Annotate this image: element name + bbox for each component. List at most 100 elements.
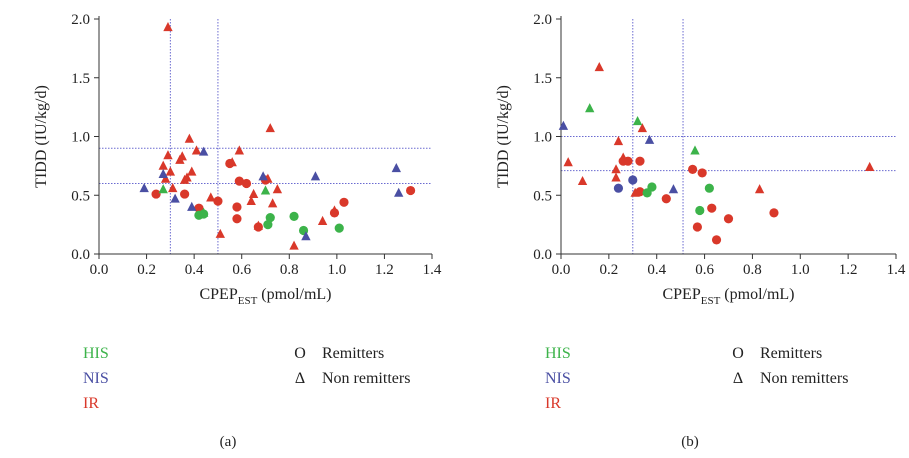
point-ir-non-remitter xyxy=(577,175,588,186)
point-ir-non-remitter xyxy=(272,184,283,194)
legend: HIS NIS IR O Remitters Δ Non remitters xyxy=(83,345,410,412)
point-ir-remitter xyxy=(405,185,416,196)
point-ir-remitter xyxy=(769,208,779,218)
point-ir-non-remitter xyxy=(234,145,245,155)
panel-b: 0.0 0.2 0.4 0.6 0.8 1.0 1.2 1.4 0.0 0.5 1.0 1.5 2.0 T… xyxy=(495,12,906,450)
y-tick-label: 1.0 xyxy=(71,130,90,146)
point-ir-non-remitter xyxy=(168,183,178,193)
point-ir-non-remitter xyxy=(177,151,187,161)
point-nis-non-remitter xyxy=(139,183,149,193)
point-ir-non-remitter xyxy=(248,188,259,198)
legend-group-nis: NIS xyxy=(83,370,109,387)
legend-marker-label: Non remitters xyxy=(322,370,410,387)
point-ir-remitter xyxy=(711,235,722,245)
point-his-non-remitter xyxy=(585,103,595,113)
point-ir-non-remitter xyxy=(227,157,237,167)
point-ir-non-remitter xyxy=(754,184,765,194)
point-his-non-remitter xyxy=(198,207,209,217)
x-tick-label: 0.2 xyxy=(599,262,618,278)
point-nis-non-remitter xyxy=(394,187,404,197)
y-tick-label: 1.5 xyxy=(533,71,552,87)
y-tick-label: 2.0 xyxy=(71,12,90,28)
y-tick-label: 0.0 xyxy=(71,247,90,263)
point-his-remitter xyxy=(265,212,275,223)
point-ir-non-remitter xyxy=(630,187,640,197)
point-ir-non-remitter xyxy=(158,160,168,170)
x-tick-label: 0.0 xyxy=(90,262,109,278)
legend-marker-symbol: O xyxy=(732,345,744,362)
legend-marker-label: Remitters xyxy=(322,345,384,362)
point-ir-non-remitter xyxy=(611,172,621,182)
y-tick-label: 2.0 xyxy=(533,12,552,28)
point-nis-non-remitter xyxy=(668,184,679,194)
legend-group-ir: IR xyxy=(545,395,561,412)
point-ir-non-remitter xyxy=(637,123,648,133)
x-axis-label-unit: (pmol/mL) xyxy=(720,286,794,303)
point-ir-non-remitter xyxy=(265,123,275,133)
point-nis-remitter xyxy=(613,183,624,193)
point-ir-non-remitter xyxy=(165,166,176,176)
point-ir-non-remitter xyxy=(160,173,171,183)
point-nis-non-remitter xyxy=(310,171,321,181)
point-nis-non-remitter xyxy=(170,193,180,203)
legend-marker-symbol: Δ xyxy=(733,370,743,387)
x-tick-label: 1.2 xyxy=(375,262,394,278)
panel-a: 0.0 0.2 0.4 0.6 0.8 1.0 1.2 1.4 0.0 0.5 1.0 1.5 2.0 T… xyxy=(33,12,442,450)
panel-label: (a) xyxy=(220,434,237,450)
y-tick-label: 0.5 xyxy=(533,188,552,204)
point-ir-remitter xyxy=(180,189,190,199)
point-ir-non-remitter xyxy=(611,164,621,174)
point-ir-non-remitter xyxy=(191,145,202,155)
y-tick-label: 0.0 xyxy=(533,247,552,263)
point-ir-non-remitter xyxy=(215,228,225,238)
legend-marker-label: Remitters xyxy=(760,345,822,362)
x-tick-label: 0.4 xyxy=(647,262,666,278)
x-axis-label-main: CPEP xyxy=(199,286,237,303)
point-his-non-remitter xyxy=(260,185,271,195)
point-ir-remitter xyxy=(151,189,161,199)
point-ir-non-remitter xyxy=(206,192,216,202)
x-axis-label-subscript: EST xyxy=(238,295,258,307)
point-ir-remitter xyxy=(707,203,717,213)
point-ir-non-remitter xyxy=(163,150,173,160)
point-ir-non-remitter xyxy=(613,136,624,146)
point-ir-remitter xyxy=(697,168,707,178)
x-axis-label-subscript: EST xyxy=(701,295,721,307)
point-his-remitter xyxy=(334,223,344,233)
point-his-non-remitter xyxy=(158,184,168,194)
point-nis-non-remitter xyxy=(158,168,168,178)
point-ir-non-remitter xyxy=(329,205,340,215)
x-tick-label: 0.8 xyxy=(280,262,299,278)
x-tick-label: 0.4 xyxy=(185,262,204,278)
point-ir-remitter xyxy=(688,164,698,174)
legend: HIS NIS IR O Remitters Δ Non remitters xyxy=(545,345,848,412)
point-ir-remitter xyxy=(213,196,223,206)
point-nis-non-remitter xyxy=(301,231,311,241)
point-ir-non-remitter xyxy=(263,173,273,183)
y-tick-label: 0.5 xyxy=(71,188,90,204)
legend-group-his: HIS xyxy=(545,345,571,362)
point-his-non-remitter xyxy=(690,145,700,155)
point-ir-non-remitter xyxy=(246,195,256,206)
legend-group-nis: NIS xyxy=(545,370,571,387)
x-tick-label: 1.4 xyxy=(887,262,906,278)
point-ir-non-remitter xyxy=(253,220,264,230)
point-ir-remitter xyxy=(234,176,244,186)
x-axis-label: CPEPEST (pmol/mL) xyxy=(662,286,794,307)
y-axis-label: TIDD (IU/kg/d) xyxy=(33,85,50,188)
point-ir-non-remitter xyxy=(163,22,173,32)
point-ir-non-remitter xyxy=(289,240,299,250)
point-ir-non-remitter xyxy=(594,61,604,72)
x-tick-label: 1.0 xyxy=(791,262,810,278)
point-ir-remitter xyxy=(723,214,734,224)
point-ir-non-remitter xyxy=(184,133,195,143)
x-tick-label: 0.0 xyxy=(552,262,571,278)
x-tick-label: 1.4 xyxy=(423,262,442,278)
point-ir-non-remitter xyxy=(317,215,328,225)
x-tick-label: 0.6 xyxy=(695,262,714,278)
point-nis-non-remitter xyxy=(558,120,569,130)
point-ir-non-remitter xyxy=(182,172,192,182)
point-nis-non-remitter xyxy=(644,134,655,144)
point-ir-non-remitter xyxy=(563,157,573,167)
x-tick-label: 1.0 xyxy=(327,262,346,278)
